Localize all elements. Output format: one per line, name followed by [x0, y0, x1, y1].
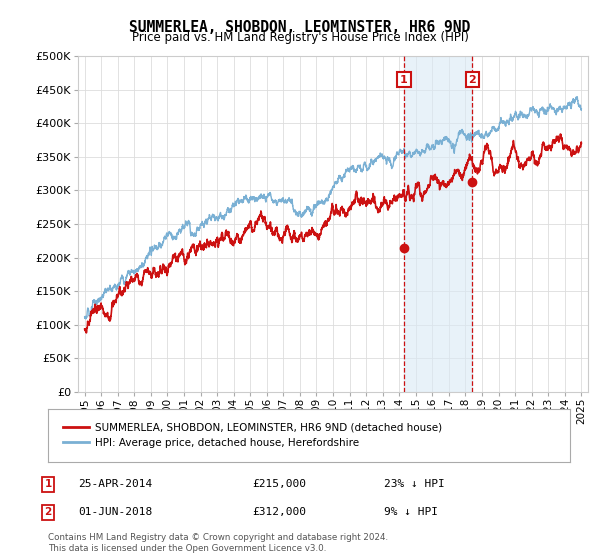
- Text: 1: 1: [44, 479, 52, 489]
- Text: Price paid vs. HM Land Registry's House Price Index (HPI): Price paid vs. HM Land Registry's House …: [131, 31, 469, 44]
- Text: £312,000: £312,000: [252, 507, 306, 517]
- Text: 1: 1: [400, 74, 408, 85]
- Text: £215,000: £215,000: [252, 479, 306, 489]
- Text: 2: 2: [469, 74, 476, 85]
- Text: 9% ↓ HPI: 9% ↓ HPI: [384, 507, 438, 517]
- Text: 01-JUN-2018: 01-JUN-2018: [78, 507, 152, 517]
- Bar: [404, 56, 472, 392]
- Text: 2: 2: [44, 507, 52, 517]
- Legend: SUMMERLEA, SHOBDON, LEOMINSTER, HR6 9ND (detached house), HPI: Average price, de: SUMMERLEA, SHOBDON, LEOMINSTER, HR6 9ND …: [58, 419, 446, 452]
- Text: 23% ↓ HPI: 23% ↓ HPI: [384, 479, 445, 489]
- Text: 25-APR-2014: 25-APR-2014: [78, 479, 152, 489]
- Text: Contains HM Land Registry data © Crown copyright and database right 2024.
This d: Contains HM Land Registry data © Crown c…: [48, 534, 388, 553]
- Text: SUMMERLEA, SHOBDON, LEOMINSTER, HR6 9ND: SUMMERLEA, SHOBDON, LEOMINSTER, HR6 9ND: [130, 20, 470, 35]
